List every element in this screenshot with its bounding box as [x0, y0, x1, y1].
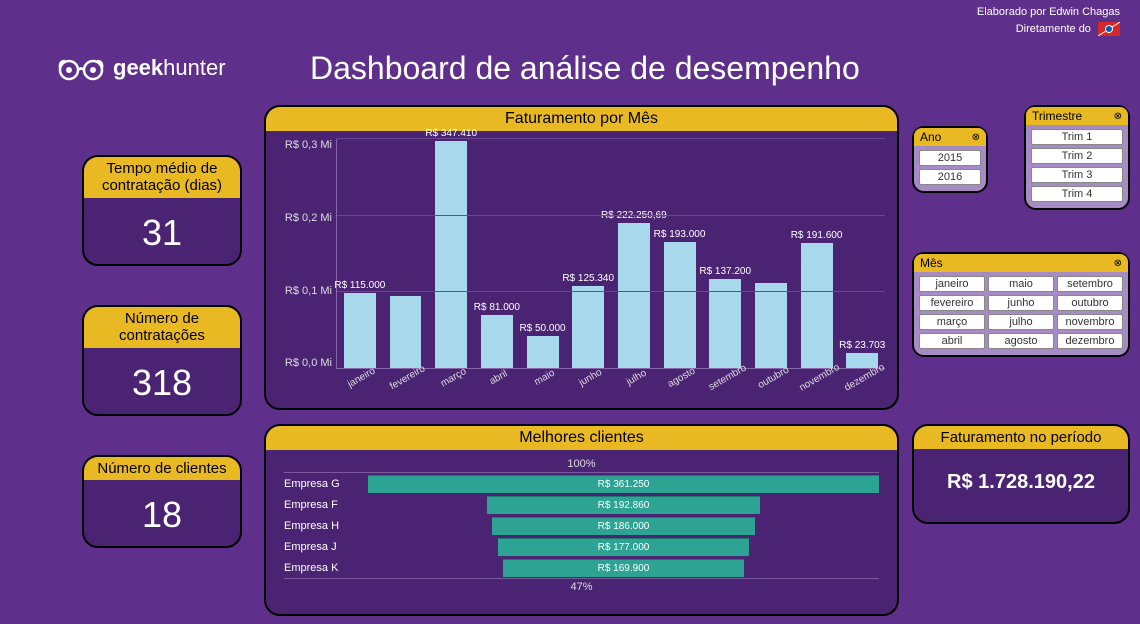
- funnel-row[interactable]: Empresa G R$ 361.250: [284, 473, 879, 494]
- bar-chart-ytick: R$ 0,0 Mi: [272, 357, 332, 369]
- funnel-top-label: 100%: [284, 456, 879, 472]
- slicer-ano: Ano ⊗ 2015 2016: [912, 126, 988, 193]
- slicer-ano-option[interactable]: 2015: [919, 150, 981, 166]
- slicer-mes-title: Mês: [920, 256, 943, 270]
- credits: Elaborado por Edwin Chagas Diretamente d…: [977, 4, 1120, 37]
- slicer-trimestre-title: Trimestre: [1032, 109, 1082, 123]
- kpi-clientes-value: 18: [84, 480, 240, 546]
- bar[interactable]: R$ 125.340: [565, 139, 611, 368]
- bar-value-label: R$ 115.000: [334, 280, 385, 291]
- funnel-row[interactable]: Empresa F R$ 192.860: [284, 494, 879, 515]
- slicer-mes-option[interactable]: outubro: [1057, 295, 1123, 311]
- faturamento-panel: Faturamento no período R$ 1.728.190,22: [912, 424, 1130, 524]
- bar[interactable]: R$ 193.000: [657, 139, 703, 368]
- funnel-title: Melhores clientes: [266, 426, 897, 450]
- funnel-bar: R$ 192.860: [487, 496, 760, 514]
- kpi-contratacoes: Número de contratações 318: [82, 305, 242, 416]
- slicer-ano-option[interactable]: 2016: [919, 169, 981, 185]
- slicer-ano-title: Ano: [920, 130, 941, 144]
- kpi-tempo-label: Tempo médio de contratação (dias): [84, 157, 240, 198]
- slicer-trimestre-option[interactable]: Trim 4: [1031, 186, 1123, 202]
- logo-text: geekhunter: [113, 55, 226, 81]
- credits-author: Elaborado por Edwin Chagas: [977, 4, 1120, 21]
- kpi-contratacoes-label: Número de contratações: [84, 307, 240, 348]
- glasses-icon: [55, 55, 107, 81]
- slicer-trimestre-clear-icon[interactable]: ⊗: [1114, 111, 1122, 122]
- funnel-row-name: Empresa K: [284, 562, 362, 574]
- slicer-mes-option[interactable]: janeiro: [919, 276, 985, 292]
- slicer-mes-option[interactable]: junho: [988, 295, 1054, 311]
- slicer-mes-option[interactable]: abril: [919, 333, 985, 349]
- slicer-mes-option[interactable]: novembro: [1057, 314, 1123, 330]
- bar-chart-area: R$ 0,0 Mi R$ 0,1 Mi R$ 0,2 Mi R$ 0,3 Mi R$ …: [266, 131, 897, 409]
- bar-chart-ytick: R$ 0,3 Mi: [272, 139, 332, 151]
- funnel-row-name: Empresa F: [284, 499, 362, 511]
- slicer-mes-option[interactable]: dezembro: [1057, 333, 1123, 349]
- funnel-row[interactable]: Empresa J R$ 177.000: [284, 536, 879, 557]
- slicer-mes-option[interactable]: fevereiro: [919, 295, 985, 311]
- flag-icon: [1098, 22, 1120, 36]
- bar[interactable]: R$ 222.250,69: [611, 139, 657, 368]
- funnel-row[interactable]: Empresa H R$ 186.000: [284, 515, 879, 536]
- bar-value-label: R$ 193.000: [654, 229, 706, 240]
- slicer-ano-clear-icon[interactable]: ⊗: [972, 132, 980, 143]
- bar[interactable]: R$ 81.000: [474, 139, 520, 368]
- bar-chart-xaxis: janeirofevereiromarçoabrilmaiojunhojulho…: [336, 373, 885, 405]
- slicer-trimestre-option[interactable]: Trim 2: [1031, 148, 1123, 164]
- funnel-bar: R$ 361.250: [368, 475, 879, 493]
- bar[interactable]: R$ 115.000: [337, 139, 383, 368]
- funnel-row-name: Empresa H: [284, 520, 362, 532]
- logo: geekhunter: [55, 55, 226, 81]
- bar[interactable]: [383, 139, 429, 368]
- bar[interactable]: R$ 137.200: [702, 139, 748, 368]
- funnel-row[interactable]: Empresa K R$ 169.900: [284, 557, 879, 578]
- funnel-area: 100% Empresa G R$ 361.250 Empresa F R$ 192.…: [266, 450, 897, 599]
- slicer-mes-option[interactable]: maio: [988, 276, 1054, 292]
- kpi-clientes-label: Número de clientes: [84, 457, 240, 480]
- slicer-mes-clear-icon[interactable]: ⊗: [1114, 258, 1122, 269]
- funnel-row-name: Empresa J: [284, 541, 362, 553]
- slicer-trimestre: Trimestre ⊗ Trim 1 Trim 2 Trim 3 Trim 4: [1024, 105, 1130, 210]
- slicer-trimestre-option[interactable]: Trim 1: [1031, 129, 1123, 145]
- bar-chart-title: Faturamento por Mês: [266, 107, 897, 131]
- bar[interactable]: R$ 347.410: [428, 139, 474, 368]
- bar[interactable]: R$ 191.600: [794, 139, 840, 368]
- bar-value-label: R$ 50.000: [519, 323, 565, 334]
- slicer-mes-option[interactable]: agosto: [988, 333, 1054, 349]
- funnel-bar: R$ 177.000: [498, 538, 748, 556]
- bar-value-label: R$ 137.200: [699, 266, 751, 277]
- bar[interactable]: [748, 139, 794, 368]
- kpi-clientes: Número de clientes 18: [82, 455, 242, 548]
- funnel-bar: R$ 186.000: [492, 517, 755, 535]
- credits-from: Diretamente do: [1016, 23, 1091, 35]
- slicer-mes-option[interactable]: julho: [988, 314, 1054, 330]
- bar-value-label: R$ 23.703: [839, 340, 885, 351]
- funnel-bottom-label: 47%: [284, 579, 879, 595]
- bar-chart-plot: R$ 115.000 R$ 347.410R$ 81.000 R$ 50.000 R$…: [336, 139, 885, 369]
- bar[interactable]: R$ 50.000: [520, 139, 566, 368]
- bar-chart-ytick: R$ 0,2 Mi: [272, 212, 332, 224]
- slicer-mes-option[interactable]: setembro: [1057, 276, 1123, 292]
- faturamento-label: Faturamento no período: [914, 426, 1128, 449]
- funnel-bar: R$ 169.900: [503, 559, 743, 577]
- kpi-tempo-value: 31: [84, 198, 240, 264]
- bar-chart-panel: Faturamento por Mês R$ 0,0 MiR$ 0,1 MiR$…: [264, 105, 899, 410]
- faturamento-value: R$ 1.728.190,22: [914, 449, 1128, 516]
- bar-chart-yaxis: R$ 0,0 Mi R$ 0,1 Mi R$ 0,2 Mi R$ 0,3 Mi: [272, 139, 332, 369]
- kpi-tempo: Tempo médio de contratação (dias) 31: [82, 155, 242, 266]
- page-title: Dashboard de análise de desempenho: [310, 50, 860, 87]
- bar-chart-ytick: R$ 0,1 Mi: [272, 285, 332, 297]
- slicer-mes: Mês ⊗ janeiromaiosetembro fevereirojunhoo…: [912, 252, 1130, 357]
- bar[interactable]: R$ 23.703: [839, 139, 885, 368]
- kpi-contratacoes-value: 318: [84, 348, 240, 414]
- slicer-trimestre-option[interactable]: Trim 3: [1031, 167, 1123, 183]
- bar-value-label: R$ 191.600: [791, 230, 843, 241]
- funnel-row-name: Empresa G: [284, 478, 362, 490]
- bar-value-label: R$ 125.340: [562, 273, 614, 284]
- bar-value-label: R$ 81.000: [474, 302, 520, 313]
- funnel-panel: Melhores clientes 100% Empresa G R$ 361.2…: [264, 424, 899, 616]
- slicer-mes-option[interactable]: março: [919, 314, 985, 330]
